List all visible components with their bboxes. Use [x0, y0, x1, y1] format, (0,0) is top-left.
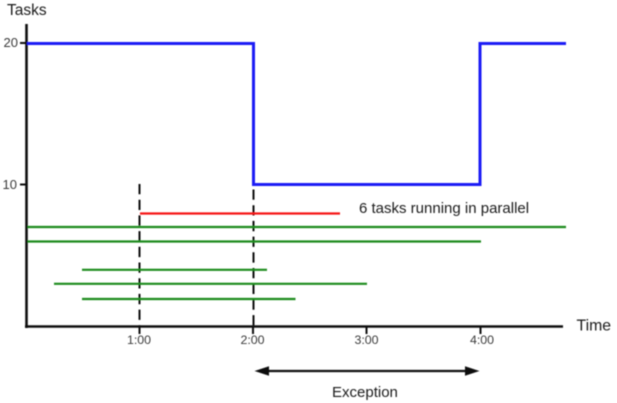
svg-text:1:00: 1:00	[127, 333, 151, 347]
svg-text:6 tasks running in parallel: 6 tasks running in parallel	[359, 200, 529, 217]
svg-text:3:00: 3:00	[354, 333, 378, 347]
svg-text:Tasks: Tasks	[7, 2, 47, 19]
svg-text:2:00: 2:00	[240, 333, 264, 347]
svg-text:Time: Time	[577, 318, 612, 335]
svg-text:Exception: Exception	[332, 384, 398, 401]
svg-text:4:00: 4:00	[470, 333, 494, 347]
svg-text:10: 10	[3, 177, 17, 192]
svg-text:20: 20	[4, 35, 18, 50]
